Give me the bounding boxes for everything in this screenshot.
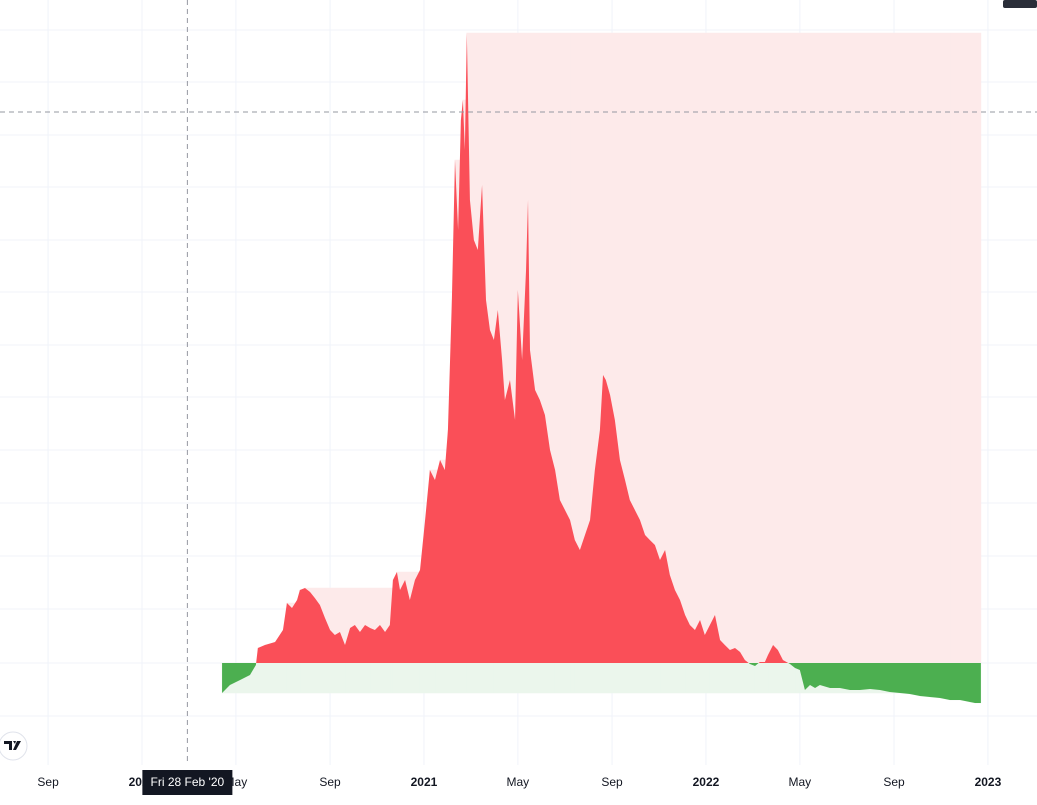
x-tick-label: Sep: [883, 775, 905, 789]
logo-badge: [0, 731, 28, 761]
x-tick-label: Sep: [319, 775, 341, 789]
crosshair-label-box: [142, 770, 233, 795]
logo-mark: [4, 741, 21, 750]
x-tick-label: 2021: [411, 775, 438, 789]
x-tick-label: Sep: [37, 775, 59, 789]
crosshair-label: Fri 28 Feb '20: [151, 775, 225, 789]
area-below: [222, 663, 981, 703]
x-tick-label: May: [789, 775, 812, 789]
area-above: [222, 33, 981, 663]
x-tick-label: May: [507, 775, 530, 789]
x-tick-label: Sep: [601, 775, 623, 789]
x-tick-label: 2022: [693, 775, 720, 789]
min-range: [221, 662, 982, 704]
x-tick-label: 2023: [975, 775, 1002, 789]
logo: [0, 731, 28, 761]
toolbar-button[interactable]: [1003, 0, 1037, 8]
